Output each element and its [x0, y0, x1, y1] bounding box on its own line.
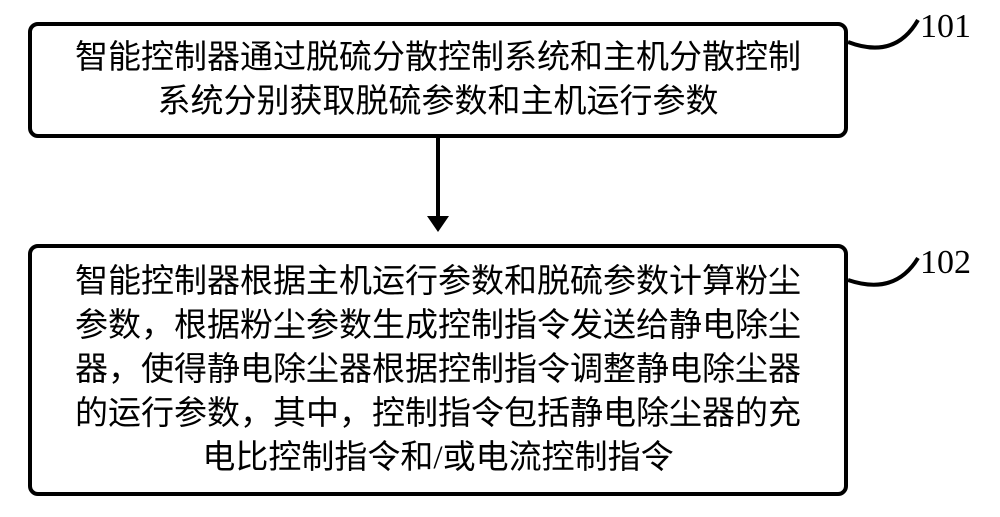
- flow-arrow: [416, 138, 460, 252]
- flow-step-1-text: 智能控制器通过脱硫分散控制系统和主机分散控制 系统分别获取脱硫参数和主机运行参数: [32, 36, 844, 124]
- flowchart-canvas: 智能控制器通过脱硫分散控制系统和主机分散控制 系统分别获取脱硫参数和主机运行参数…: [0, 0, 1000, 517]
- leader-line-101: [844, 16, 922, 64]
- flow-step-1: 智能控制器通过脱硫分散控制系统和主机分散控制 系统分别获取脱硫参数和主机运行参数: [28, 22, 848, 138]
- ref-label-101: 101: [920, 8, 971, 46]
- leader-line-102: [844, 254, 922, 300]
- flow-step-2: 智能控制器根据主机运行参数和脱硫参数计算粉尘 参数，根据粉尘参数生成控制指令发送…: [28, 244, 848, 496]
- ref-label-102: 102: [920, 244, 971, 282]
- flow-step-2-text: 智能控制器根据主机运行参数和脱硫参数计算粉尘 参数，根据粉尘参数生成控制指令发送…: [32, 260, 844, 480]
